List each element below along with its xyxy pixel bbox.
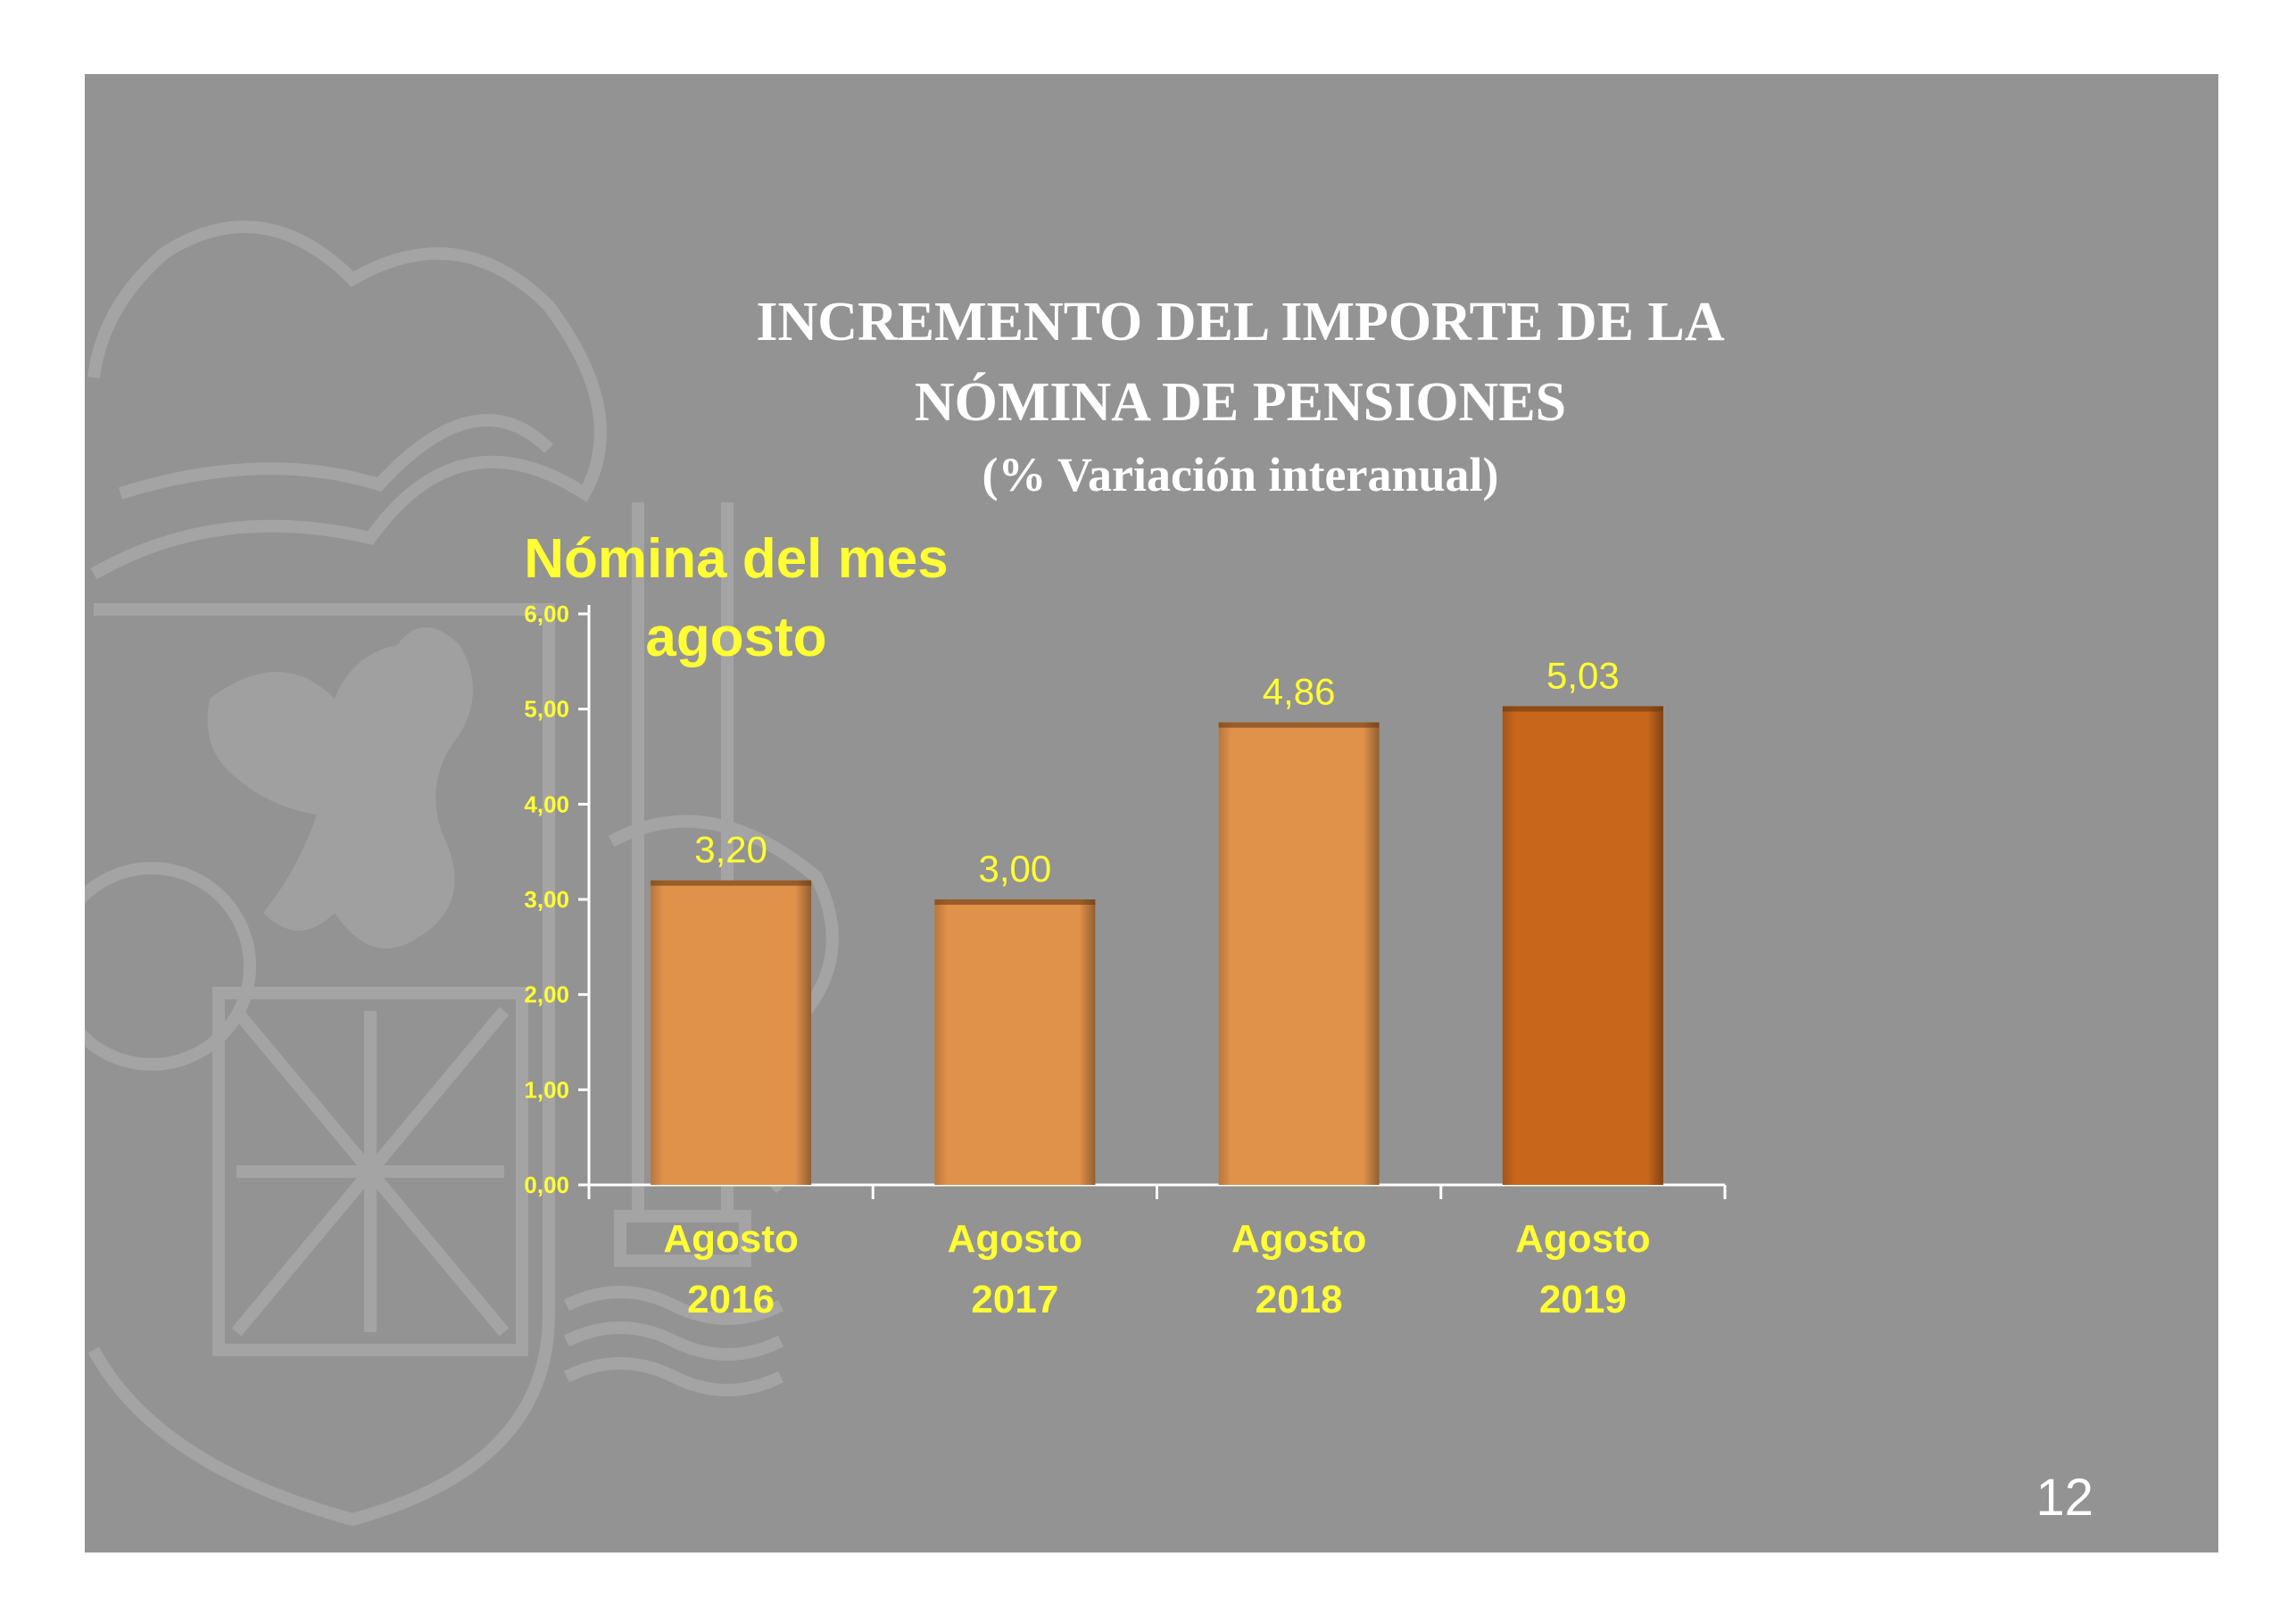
y-tick-label: 6,00 xyxy=(524,600,569,627)
x-tick-label: 2016 xyxy=(687,1278,775,1321)
slide: INCREMENTO DEL IMPORTE DE LA NÓMINA DE P… xyxy=(85,74,2218,1553)
data-label: 4,86 xyxy=(1263,671,1336,713)
y-tick-label: 0,00 xyxy=(524,1172,569,1198)
y-tick-label: 1,00 xyxy=(524,1076,569,1103)
bar-shading xyxy=(1218,722,1380,1185)
data-label: 3,20 xyxy=(694,829,767,871)
bar-shading xyxy=(1502,706,1663,1185)
bar-top-edge xyxy=(1218,722,1380,728)
chart-subtitle-line-1: Nómina del mes xyxy=(524,528,949,590)
bar-top-edge xyxy=(934,899,1096,905)
bar-chart: 0,00 1,00 2,00 3,00 4,00 5,00 6,00 3,20 Agosto 20… xyxy=(524,600,1727,1321)
chart-subtitle-line-2: agosto xyxy=(645,607,827,668)
x-tick-label: Agosto xyxy=(948,1217,1083,1261)
data-label: 3,00 xyxy=(979,848,1052,890)
y-tick-label: 4,00 xyxy=(524,791,569,817)
bar-shading xyxy=(934,899,1096,1185)
y-tick-label: 5,00 xyxy=(524,696,569,723)
bar-shading xyxy=(651,880,812,1185)
bar-top-edge xyxy=(651,880,812,886)
x-tick-label: 2019 xyxy=(1539,1278,1627,1321)
page-number: 12 xyxy=(2035,1469,2093,1527)
x-tick-label: Agosto xyxy=(663,1217,799,1261)
bar-top-edge xyxy=(1502,706,1663,712)
y-tick-label: 2,00 xyxy=(524,981,569,1008)
chart-title-line-1: INCREMENTO DEL IMPORTE DE LA xyxy=(756,292,1725,352)
x-tick-label: 2018 xyxy=(1256,1278,1343,1321)
chart-title-line-2: NÓMINA DE PENSIONES xyxy=(914,372,1567,433)
chart-title-line-3: (% Variación interanual) xyxy=(982,448,1499,501)
coat-of-arms-watermark xyxy=(85,220,839,1527)
x-tick-label: Agosto xyxy=(1231,1217,1367,1261)
y-tick-label: 3,00 xyxy=(524,886,569,913)
chart-subtitle: Nómina del mes agosto xyxy=(460,520,1013,677)
x-tick-label: 2017 xyxy=(971,1278,1058,1321)
x-tick-label: Agosto xyxy=(1515,1217,1651,1261)
data-label: 5,03 xyxy=(1546,654,1620,696)
